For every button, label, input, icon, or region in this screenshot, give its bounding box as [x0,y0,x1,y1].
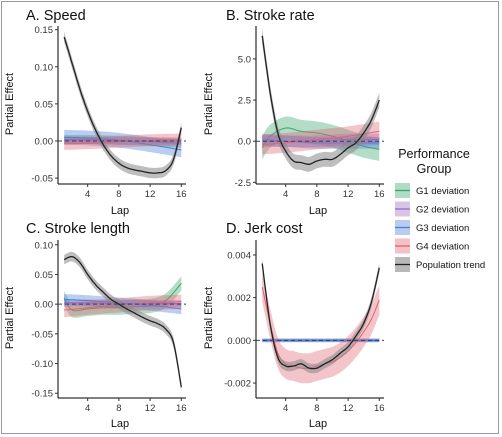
panel-a-line-g3-deviation [64,136,182,151]
panel-d-ytick-label: 0.002 [227,293,251,304]
panel-c-xtick-label: 12 [145,403,156,414]
panel-a-band-population-trend [64,31,182,179]
panel-b-xtick-label: 12 [343,189,354,200]
panel-a-ytick-label: 0.10 [35,62,54,73]
panel-b-xtick-label: 8 [314,189,319,200]
panel-c-ytick-label: -0.15 [31,389,53,400]
panel-d-ytick-label: 0.000 [227,336,251,347]
panel-b-ytick-label: -2.5 [235,178,251,189]
panel-a-xtick-label: 12 [145,189,156,200]
legend-title-line2: Group [417,162,452,176]
panel-a-ytick-label: -0.05 [31,174,53,185]
legend-title-line1: Performance [398,147,470,161]
panel-a-ylabel: Partial Effect [4,73,16,135]
panel-c-band-population-trend [64,251,182,393]
panel-c-ytick-label: 0.10 [35,240,54,251]
panel-d: 0.004 0.002 0.000 -0.002 4 8 12 16 [224,240,385,414]
panel-d-ytick-label: 0.004 [227,250,251,261]
panel-d-xtick-label: 4 [283,403,288,414]
panel-c-ylabel: Partial Effect [4,287,16,349]
legend-item-label: G3 deviation [416,223,469,234]
panel-d-xtick-label: 8 [314,403,319,414]
legend-item-label: G1 deviation [416,186,469,197]
panel-d-band-g4-deviation [262,272,380,384]
panel-a-band-g3-deviation [64,129,182,158]
panel-d-ylabel: Partial Effect [203,287,215,349]
panel-a-xtick-label: 8 [116,189,121,200]
panel-b: 5.0 2.5 0.0 -2.5 4 8 12 16 [235,26,385,200]
panel-b-title: B. Stroke rate [226,8,315,24]
panel-c-ytick-label: 0.00 [35,300,54,311]
panel-b-ytick-label: 5.0 [238,54,251,65]
panel-c-title: C. Stroke length [26,221,130,237]
panel-d-ytick-label: -0.002 [224,379,251,390]
panel-c-xlabel: Lap [111,418,129,430]
panel-b-ytick-label: 2.5 [238,96,251,107]
panel-c-ytick-label: -0.10 [31,359,53,370]
panel-a-line-g4-deviation [64,139,182,145]
panel-a-xtick-label: 16 [176,189,187,200]
panel-a-line-g2-deviation [64,139,182,142]
panel-c-ytick-label: -0.05 [31,329,53,340]
panel-c: 0.10 0.05 0.00 -0.05 -0.10 -0.15 4 8 12 16 [31,240,187,414]
panel-a-xlabel: Lap [111,205,129,217]
panel-c-xtick-label: 8 [116,403,121,414]
panel-c-xtick-label: 16 [176,403,187,414]
panel-a: 0.15 0.10 0.05 0.00 -0.05 4 8 12 16 [31,25,186,200]
panel-b-xlabel: Lap [309,205,327,217]
legend: Performance Group G1 deviation G2 deviati… [395,147,485,272]
legend-item-label: G4 deviation [416,242,469,253]
panel-c-xtick-label: 4 [85,403,90,414]
panel-a-line-population-trend [63,36,182,174]
legend-item-label: G2 deviation [416,205,469,216]
panel-a-ytick-label: 0.05 [35,99,54,110]
panel-b-line-population-trend [261,35,380,165]
panel-c-line-population-trend [63,255,182,388]
panel-a-ytick-label: 0.15 [35,25,54,36]
panel-b-xtick-label: 16 [374,189,385,200]
legend-item-label: Population trend [416,260,485,271]
panel-d-line-population-trend [261,263,380,370]
panel-b-band-g4-deviation [262,121,380,155]
panel-a-xtick-label: 4 [85,189,90,200]
panel-d-xlabel: Lap [309,418,327,430]
panel-a-ytick-label: 0.00 [35,136,54,147]
panel-b-ytick-label: 0.0 [238,137,251,148]
panel-c-ytick-label: 0.05 [35,270,54,281]
panel-d-xtick-label: 16 [374,403,385,414]
panel-a-title: A. Speed [26,8,86,24]
panel-b-xtick-label: 4 [283,189,288,200]
panel-d-xtick-label: 12 [343,403,354,414]
panel-b-ylabel: Partial Effect [203,73,215,135]
panel-d-title: D. Jerk cost [226,221,303,237]
